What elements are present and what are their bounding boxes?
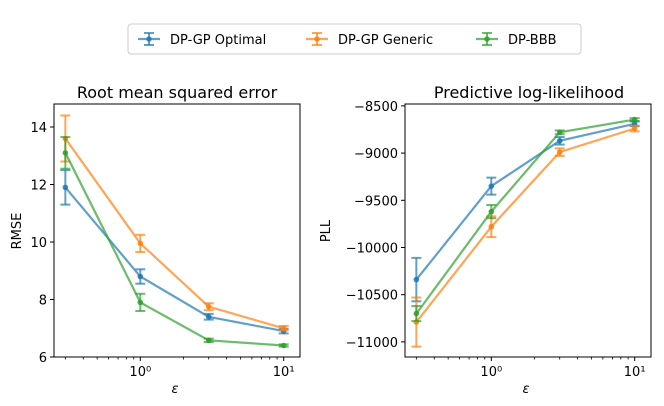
data-point — [280, 342, 287, 349]
legend-swatch-marker — [484, 36, 490, 42]
x-tick-label: 10⁰ — [129, 365, 151, 380]
y-tick-label: 14 — [30, 121, 47, 136]
y-tick-label: −10000 — [346, 241, 398, 256]
legend-box — [127, 23, 582, 55]
legend-entry-dp-bbb: DP-BBB — [476, 32, 557, 48]
legend-entry-dp-gp-generic: DP-GP Generic — [306, 32, 433, 48]
axes-frame — [53, 103, 301, 358]
data-point — [413, 276, 420, 283]
axes-frame — [404, 103, 652, 358]
legend-swatch-marker — [314, 36, 320, 42]
data-point — [280, 325, 287, 332]
y-axis-label: PLL — [319, 219, 334, 242]
data-point — [137, 273, 144, 280]
series-line — [415, 127, 636, 323]
data-point — [205, 313, 212, 320]
y-tick-label: 12 — [30, 179, 47, 194]
legend: DP-GP Optimal DP-GP Generic DP-BBB — [127, 23, 582, 55]
chart-title: Root mean squared error — [77, 83, 278, 102]
data-point — [137, 299, 144, 306]
x-tick-label: 10¹ — [624, 365, 646, 380]
plot-area: 6 8 10 12 14 10⁰ 10¹ — [30, 114, 295, 380]
legend-entry-dp-gp-optimal: DP-GP Optimal — [138, 32, 266, 48]
y-axis-label: RMSE — [10, 213, 25, 250]
data-point — [556, 129, 563, 136]
data-point — [488, 223, 495, 230]
y-tick-label: 8 — [39, 294, 47, 309]
data-point — [556, 149, 563, 155]
legend-swatch-marker — [146, 36, 152, 42]
data-point — [62, 184, 69, 191]
x-axis-label: ε — [171, 382, 178, 397]
series-line — [415, 122, 635, 281]
x-tick-label: 10⁰ — [480, 365, 502, 380]
data-point — [62, 150, 69, 156]
series-line — [415, 118, 635, 315]
data-point — [631, 125, 638, 132]
rmse-chart: Root mean squared error ε RMSE 6 8 10 12 14 1… — [10, 83, 301, 397]
legend-label: DP-GP Optimal — [170, 33, 266, 48]
x-tick-label: 10¹ — [273, 365, 295, 380]
legend-label: DP-GP Generic — [338, 33, 433, 48]
data-point — [556, 138, 563, 144]
data-point — [137, 240, 144, 247]
y-tick-label: −9500 — [354, 194, 398, 209]
y-tick-label: −8500 — [354, 100, 398, 115]
y-tick-label: −10500 — [346, 289, 398, 304]
data-point — [488, 183, 495, 189]
data-point — [205, 337, 212, 344]
y-tick-label: 10 — [30, 236, 47, 251]
data-point — [631, 116, 638, 123]
series-line — [64, 137, 285, 330]
x-axis-label: ε — [522, 382, 529, 397]
y-tick-label: 6 — [39, 351, 47, 366]
series-line — [64, 186, 284, 333]
data-point — [413, 310, 420, 317]
y-tick-label: −11000 — [346, 336, 398, 351]
data-point — [488, 208, 495, 215]
data-point — [205, 303, 212, 310]
legend-label: DP-BBB — [508, 33, 557, 48]
chart-title: Predictive log-likelihood — [434, 83, 624, 102]
series-line — [64, 152, 284, 347]
plot-area: −11000 −10500 −10000 −9500 −9000 −8500 10⁰ 10¹ — [346, 100, 646, 380]
y-tick-label: −9000 — [354, 147, 398, 162]
pll-chart: Predictive log-likelihood ε PLL −11000−1… — [319, 83, 652, 397]
